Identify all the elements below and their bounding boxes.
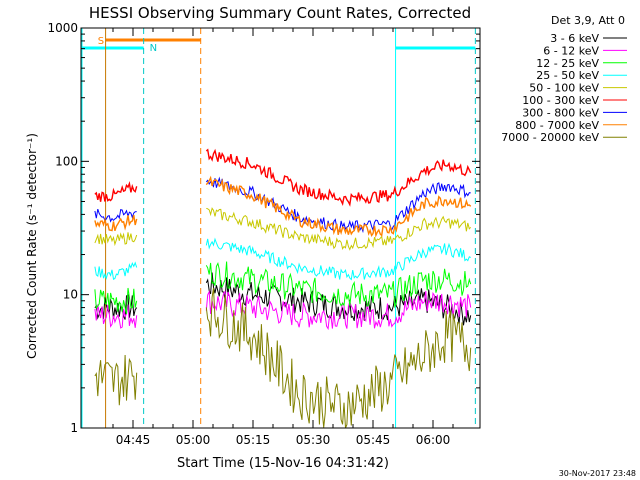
legend-label: 300 - 800 keV (522, 106, 599, 119)
ticks-layer: 1 10 100 1000 04:45 05:00 05:15 05:30 05:45 06:00 (47, 21, 480, 447)
y-tick-label: 100 (55, 154, 78, 168)
series-line (94, 287, 138, 315)
saa-label: S (98, 36, 104, 47)
night-label: N (150, 43, 157, 54)
series-line (94, 181, 138, 202)
x-tick-label: 05:30 (296, 433, 331, 447)
series-line (205, 175, 472, 238)
legend-label: 50 - 100 keV (529, 82, 599, 95)
series-line (205, 289, 472, 331)
plot-frame (80, 27, 481, 429)
y-tick-label: 1 (70, 421, 78, 435)
series-line (205, 261, 472, 309)
x-tick-label: 06:00 (416, 433, 451, 447)
legend-label: 25 - 50 keV (536, 69, 599, 82)
series-line (94, 261, 138, 280)
series-line (94, 214, 138, 232)
series-line (205, 288, 472, 429)
series-layer (94, 148, 472, 429)
series-line (205, 148, 472, 207)
series-line (94, 232, 138, 247)
x-tick-label: 04:45 (116, 433, 151, 447)
footer-date: 30-Nov-2017 23:48 (559, 469, 636, 478)
chart-title: HESSI Observing Summary Count Rates, Cor… (89, 4, 471, 22)
x-tick-label: 05:00 (176, 433, 211, 447)
status-bars-layer: SN (81, 36, 476, 54)
legend-label: 100 - 300 keV (522, 94, 599, 107)
series-line (94, 208, 137, 223)
series-line (94, 354, 138, 406)
legend-label: 800 - 7000 keV (515, 119, 599, 132)
series-line (206, 207, 472, 251)
legend-label: 6 - 12 keV (543, 44, 599, 57)
y-tick-label: 1000 (47, 21, 78, 35)
legend-title: Det 3,9, Att 0 (551, 14, 625, 27)
y-axis-label: Corrected Count Rate (s⁻¹ detector⁻¹) (25, 133, 39, 359)
x-tick-label: 05:15 (236, 433, 271, 447)
y-tick-label: 10 (63, 288, 78, 302)
legend-label: 7000 - 20000 keV (501, 131, 599, 144)
x-tick-label: 05:45 (356, 433, 391, 447)
legend-label: 3 - 6 keV (550, 32, 599, 45)
x-axis-label: Start Time (15-Nov-16 04:31:42) (177, 456, 389, 471)
series-line (205, 237, 471, 281)
event-lines-layer (81, 28, 476, 428)
legend-label: 12 - 25 keV (536, 57, 599, 70)
series-line (94, 304, 138, 329)
